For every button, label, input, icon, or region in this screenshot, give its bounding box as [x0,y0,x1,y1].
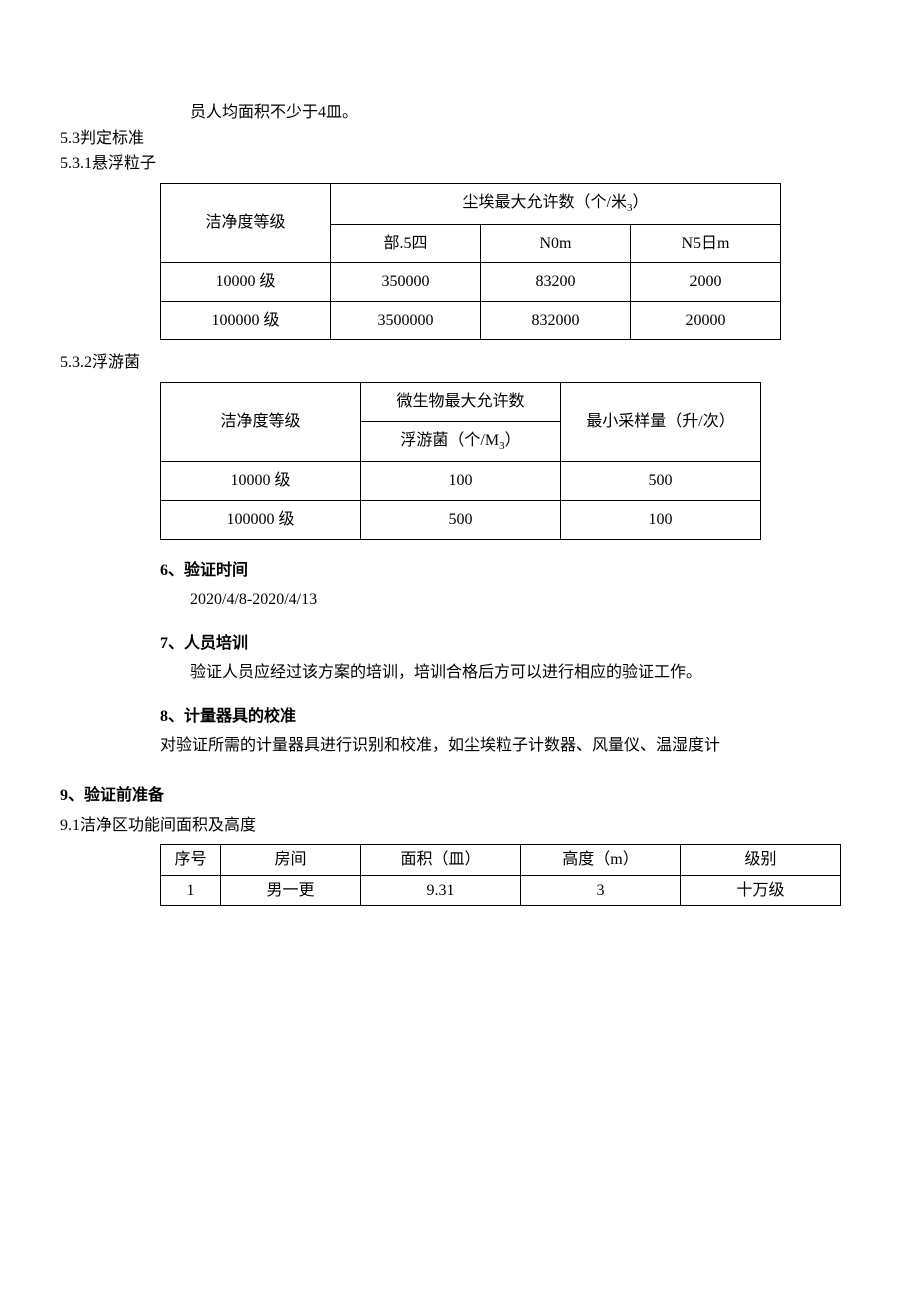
section-5-3-2: 5.3.2浮游菌 [60,350,860,376]
table2-r0-v2: 500 [561,462,761,501]
line-area-req: 员人均面积不少于4皿。 [60,100,860,126]
table1-r0-v3: 2000 [631,263,781,302]
table-row: 10000 级 100 500 [161,462,761,501]
section-8-content: 对验证所需的计量器具进行识别和校准，如尘埃粒子计数器、风量仪、温湿度计 [60,733,860,759]
table1-r1-v1: 3500000 [331,301,481,340]
table1-r1-grade: 100000 级 [161,301,331,340]
table3-h1: 房间 [221,845,361,876]
table2-r0-grade: 10000 级 [161,462,361,501]
table1-header-dust-text: 尘埃最大允许数（个/米 [463,194,627,211]
section-6-content: 2020/4/8-2020/4/13 [60,587,860,613]
section-6: 6、验证时间 [60,558,860,584]
table3-h0: 序号 [161,845,221,876]
table1-col-h2: N0m [481,224,631,263]
table2-r1-v1: 500 [361,500,561,539]
table1-r1-v2: 832000 [481,301,631,340]
section-7: 7、人员培训 [60,631,860,657]
table-floating-bacteria: 洁净度等级 微生物最大允许数 最小采样量（升/次） 浮游菌（个/M3） 1000… [160,382,761,540]
table2-header-floating-end: ） [505,432,521,449]
table1-r1-v3: 20000 [631,301,781,340]
table1-r0-v1: 350000 [331,263,481,302]
table-room-area: 序号 房间 面积（皿） 高度（m） 级别 1 男一更 9.31 3 十万级 [160,844,841,906]
table2-r1-grade: 100000 级 [161,500,361,539]
table1-header-dust: 尘埃最大允许数（个/米3） [331,183,781,224]
table2-header-floating-text: 浮游菌（个/M [400,432,499,449]
table-dust-particles: 洁净度等级 尘埃最大允许数（个/米3） 部.5四 N0m N5日m 10000 … [160,183,781,341]
section-7-content: 验证人员应经过该方案的培训，培训合格后方可以进行相应的验证工作。 [60,660,860,686]
table3-r0-c1: 1 [161,875,221,906]
table3-r0-c4: 3 [521,875,681,906]
table1-col-h3: N5日m [631,224,781,263]
table-row: 1 男一更 9.31 3 十万级 [161,875,841,906]
table2-header-floating: 浮游菌（个/M3） [361,421,561,462]
table2-r1-v2: 100 [561,500,761,539]
table2-r0-v1: 100 [361,462,561,501]
section-9-1: 9.1洁净区功能间面积及高度 [60,813,860,839]
table3-h2: 面积（皿） [361,845,521,876]
table2-header-grade: 洁净度等级 [161,382,361,461]
table3-r0-c2: 男一更 [221,875,361,906]
table1-header-grade: 洁净度等级 [161,183,331,262]
section-5-3: 5.3判定标准 [60,126,860,152]
section-5-3-1: 5.3.1悬浮粒子 [60,151,860,177]
table3-h3: 高度（m） [521,845,681,876]
table-row: 100000 级 500 100 [161,500,761,539]
table2-header-sample: 最小采样量（升/次） [561,382,761,461]
table-row: 10000 级 350000 83200 2000 [161,263,781,302]
section-8: 8、计量器具的校准 [60,704,860,730]
section-9: 9、验证前准备 [60,783,860,809]
table1-header-dust-end: ） [632,194,648,211]
table3-h4: 级别 [681,845,841,876]
table3-r0-c3: 9.31 [361,875,521,906]
table1-r0-grade: 10000 级 [161,263,331,302]
table2-header-micro: 微生物最大允许数 [361,382,561,421]
table1-r0-v2: 83200 [481,263,631,302]
table1-col-h1: 部.5四 [331,224,481,263]
table3-r0-c5: 十万级 [681,875,841,906]
table-row: 100000 级 3500000 832000 20000 [161,301,781,340]
